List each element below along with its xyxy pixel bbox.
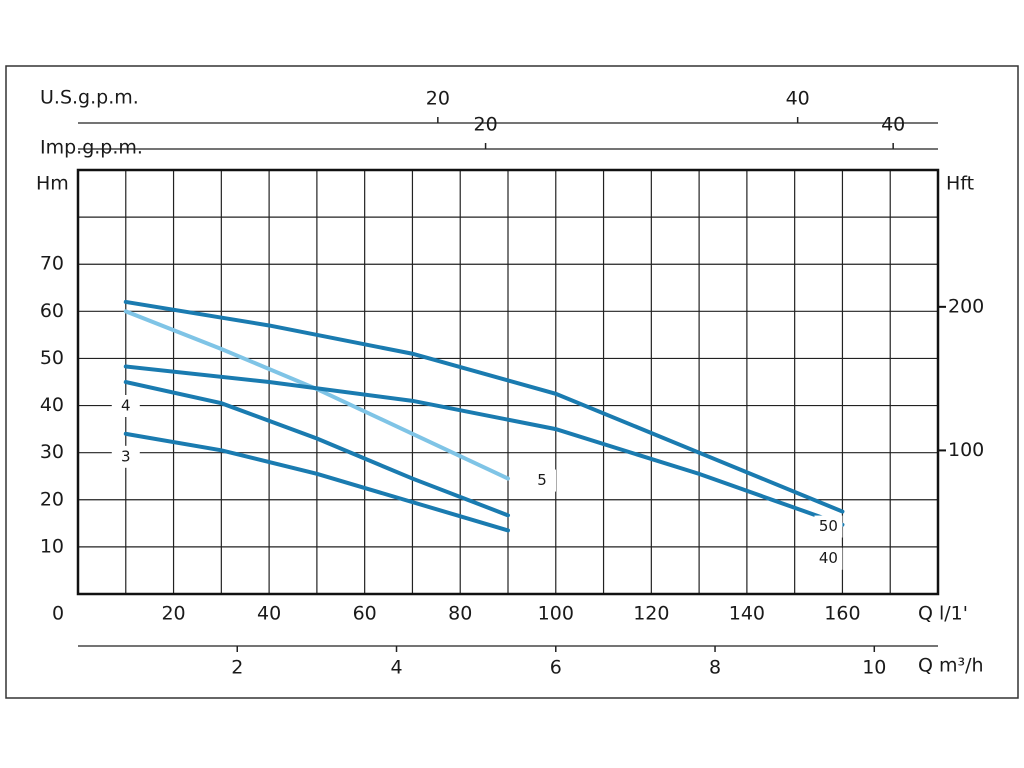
label-bg <box>814 547 843 570</box>
y-tick-label: 40 <box>40 394 64 416</box>
curve <box>123 364 845 527</box>
curve-label: 40 <box>819 549 838 567</box>
axis-tick-label: 8 <box>709 657 721 679</box>
axis-tick-label: 20 <box>473 114 497 136</box>
label-bg <box>528 469 556 492</box>
curve <box>123 299 845 514</box>
axis-label: Imp.g.p.m. <box>40 137 143 159</box>
axis-tick-label: 2 <box>231 657 243 679</box>
x-tick-label: 140 <box>729 603 765 625</box>
x-tick-label: 20 <box>161 603 185 625</box>
axis-tick-label: 4 <box>390 657 402 679</box>
label-bg <box>111 395 140 417</box>
x-tick-label: 100 <box>538 603 574 625</box>
label-bg <box>111 445 140 468</box>
y-tick-label: 50 <box>40 347 64 369</box>
curve-label: 3 <box>121 447 131 465</box>
curve-label: 4 <box>121 397 131 415</box>
label-bg <box>814 515 843 538</box>
plot-border <box>76 168 940 596</box>
axis-tick-label: 20 <box>426 88 450 110</box>
y-tick-label: 20 <box>40 488 64 510</box>
y-tick-label: 30 <box>40 441 64 463</box>
y-tick-label: 10 <box>40 535 64 557</box>
x-tick-label: 80 <box>448 603 472 625</box>
axis-tick-label: 10 <box>862 657 886 679</box>
x-tick-label: 60 <box>353 603 377 625</box>
curve <box>123 380 510 518</box>
x-tick-label: 40 <box>257 603 281 625</box>
x-tick-label: 160 <box>824 603 860 625</box>
x-axis-label: Q l/1' <box>918 603 968 625</box>
x-tick-label: 0 <box>52 603 64 625</box>
y-tick-label: 70 <box>40 253 64 275</box>
axis-tick-label: 6 <box>550 657 562 679</box>
y-tick-label: 60 <box>40 300 64 322</box>
y2-tick-label: 100 <box>948 439 984 461</box>
axis-label: Q m³/h <box>918 655 984 677</box>
x-tick-label: 120 <box>633 603 669 625</box>
frame <box>5 65 1019 699</box>
y-axis-label: Hm <box>36 173 69 195</box>
curve-label: 50 <box>819 517 838 535</box>
axis-label: U.S.g.p.m. <box>40 87 139 109</box>
y2-axis-label: Hft <box>946 173 974 195</box>
y2-tick-label: 200 <box>948 295 984 317</box>
curve <box>123 431 510 533</box>
curve-label: 5 <box>537 471 547 489</box>
axis-tick-label: 40 <box>881 114 905 136</box>
axis-tick-label: 40 <box>786 88 810 110</box>
